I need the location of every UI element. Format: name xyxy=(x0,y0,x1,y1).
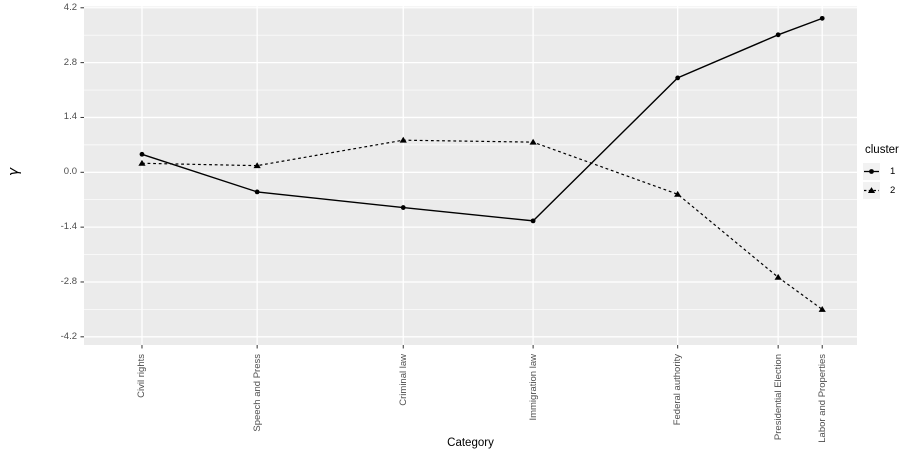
y-axis-label: -4.2 xyxy=(60,330,77,342)
data-point-cluster-1 xyxy=(775,32,781,38)
y-axis-label: 4.2 xyxy=(63,1,77,13)
data-point-cluster-2 xyxy=(774,273,782,280)
x-axis-label: Federal authority xyxy=(672,354,684,426)
data-point-cluster-1 xyxy=(530,218,536,224)
legend-key-triangle-icon xyxy=(863,182,880,199)
data-point-cluster-1 xyxy=(819,15,825,21)
data-point-cluster-2 xyxy=(529,138,537,145)
data-point-cluster-1 xyxy=(400,205,406,210)
data-point-cluster-2 xyxy=(253,162,261,169)
x-axis-label: Criminal law xyxy=(397,354,409,406)
y-axis-title: γ xyxy=(6,167,22,177)
data-point-cluster-2 xyxy=(399,136,407,143)
y-axis-label: 2.8 xyxy=(63,56,77,68)
data-point-cluster-2 xyxy=(674,190,682,197)
x-axis-title: Category xyxy=(447,437,494,449)
legend-key-marker xyxy=(867,187,876,193)
plot-panel xyxy=(84,6,857,345)
data-point-cluster-2 xyxy=(138,159,146,166)
legend-entry-label: 2 xyxy=(890,185,896,196)
data-point-cluster-2 xyxy=(818,305,826,312)
legend-title: cluster xyxy=(865,144,899,156)
x-axis-label: Labor and Properties xyxy=(816,354,828,443)
y-axis-label: 1.4 xyxy=(63,111,77,123)
data-point-cluster-1 xyxy=(254,189,260,195)
y-axis-label: 0.0 xyxy=(63,166,77,178)
y-axis-label: -2.8 xyxy=(60,275,77,287)
legend-entry-cluster-1: 1 xyxy=(863,163,899,180)
x-axis-label: Civil rights xyxy=(136,354,148,398)
x-axis-label: Presidential Election xyxy=(772,354,784,441)
legend-key-circle-icon xyxy=(863,163,880,180)
legend-entry-cluster-2: 2 xyxy=(863,182,899,199)
y-axis-label: -1.4 xyxy=(60,221,77,233)
legend-key-marker xyxy=(869,169,874,174)
x-axis-label: Immigration law xyxy=(527,354,539,421)
data-point-cluster-1 xyxy=(675,75,681,81)
data-point-cluster-1 xyxy=(139,151,145,157)
legend-entry-label: 1 xyxy=(890,166,896,177)
x-axis-label: Speech and Press xyxy=(251,354,263,432)
